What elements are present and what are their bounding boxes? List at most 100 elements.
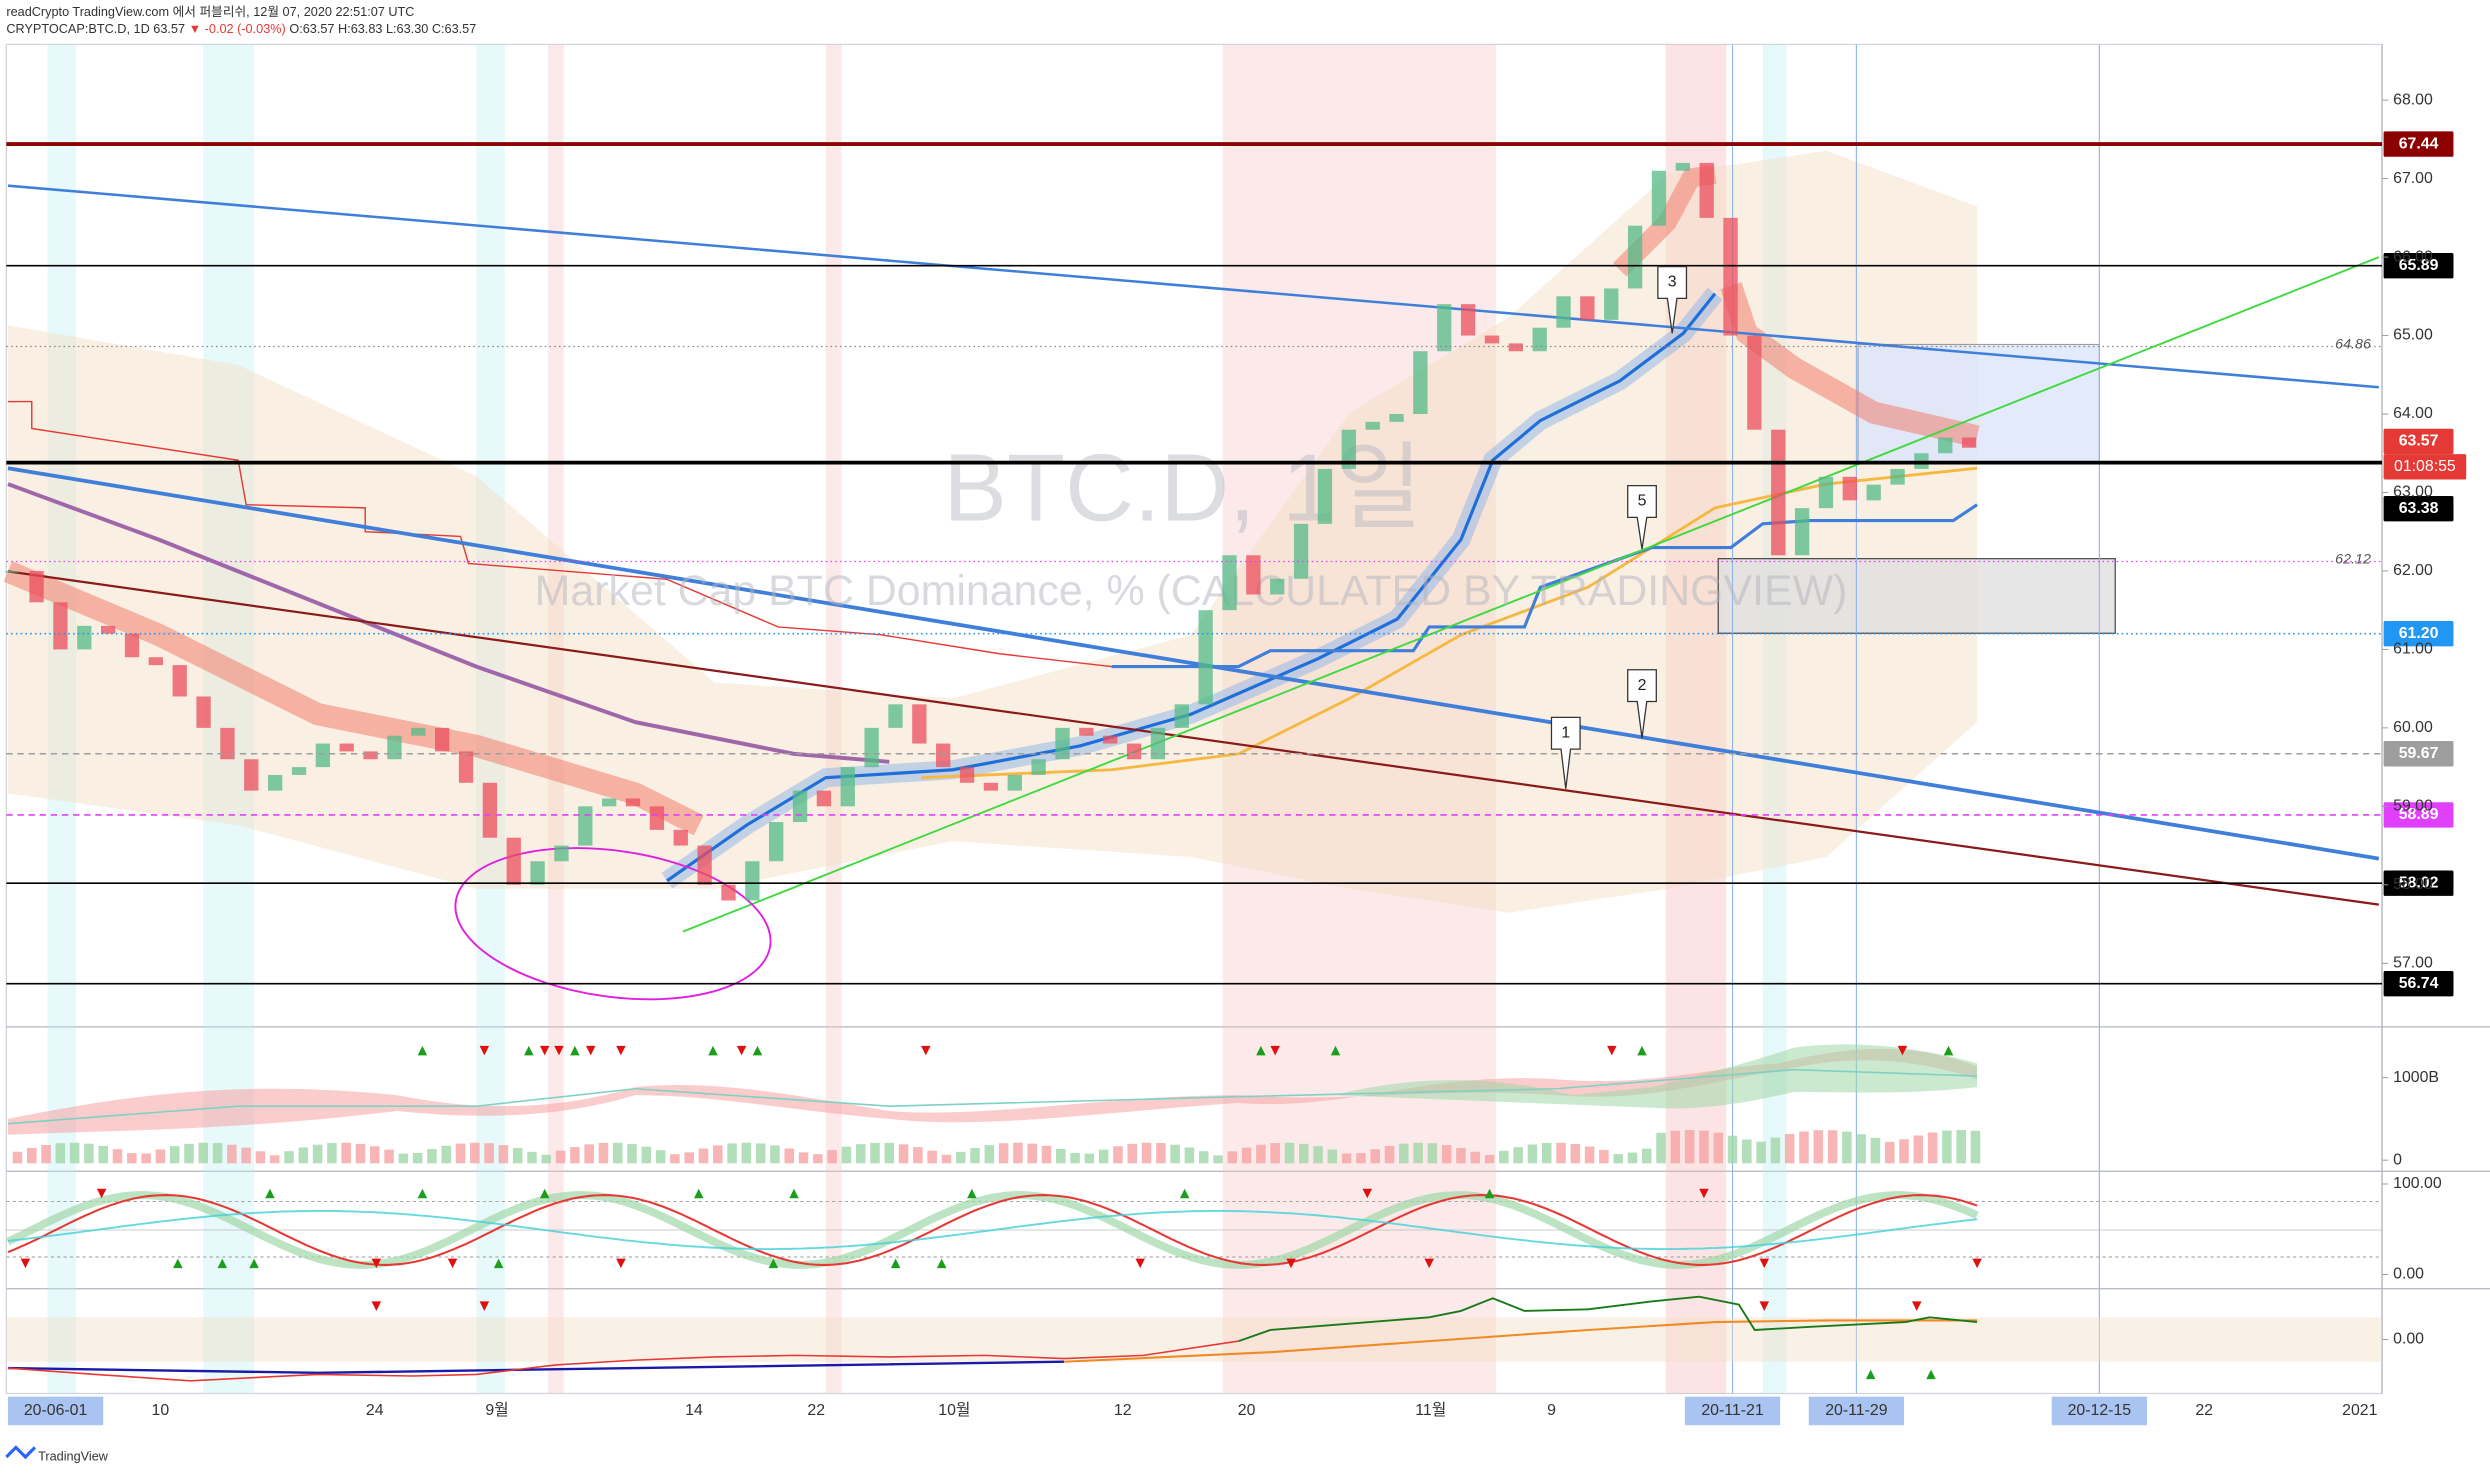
candle-body — [1842, 476, 1857, 501]
candle-body — [912, 704, 927, 744]
volume-bar — [1656, 1132, 1666, 1164]
watermark-subtitle: Market Cap BTC Dominance, % (CALCULATED … — [535, 567, 1848, 615]
x-tick-label: 12 — [1114, 1402, 1132, 1419]
candle-body — [1866, 484, 1881, 501]
volume-bar — [1899, 1139, 1909, 1164]
level-label: 58.02 — [2399, 874, 2439, 891]
signal-down — [1135, 1258, 1145, 1269]
volume-bar — [212, 1143, 223, 1164]
volume-bar — [1313, 1146, 1323, 1164]
volume-bar — [1513, 1147, 1523, 1164]
candle-body — [1556, 296, 1571, 328]
volume-bar — [813, 1154, 823, 1164]
volume-bar — [1813, 1130, 1824, 1164]
x-tick-label: 9월 — [485, 1401, 508, 1419]
volume-bar — [670, 1154, 680, 1164]
callout-shape — [1657, 265, 1688, 334]
candle-body — [363, 751, 378, 760]
volume-bar — [1241, 1147, 1252, 1164]
signal-down — [736, 1045, 747, 1056]
volume-bar — [1727, 1135, 1738, 1164]
volume-bar — [1770, 1137, 1781, 1164]
volume-bar — [841, 1146, 852, 1164]
candle-body — [244, 759, 259, 791]
volume-bar — [1141, 1142, 1152, 1164]
signal-down — [1972, 1258, 1982, 1269]
candle-body — [1723, 217, 1738, 336]
volume-bar — [1370, 1149, 1380, 1164]
candle-body — [673, 829, 688, 846]
volume-bar — [1113, 1146, 1123, 1164]
candle-body — [1246, 555, 1261, 595]
volume-bar — [155, 1149, 166, 1164]
band — [47, 44, 77, 1394]
level-label: 67.44 — [2399, 135, 2439, 152]
volume-bar — [184, 1143, 194, 1164]
volume-bar — [970, 1148, 980, 1164]
ohlc: O:63.57 H:63.83 L:63.30 C:63.57 — [289, 23, 476, 37]
volume-bar — [655, 1150, 666, 1164]
candle-body — [411, 727, 426, 736]
volume-bar — [98, 1145, 108, 1164]
band — [1222, 44, 1496, 1394]
volume-bar — [1284, 1142, 1295, 1164]
volume-bar — [1341, 1153, 1352, 1164]
volume-bar — [1684, 1130, 1695, 1164]
volume-bar — [913, 1147, 923, 1164]
y-tick-label: 58.00 — [2393, 876, 2433, 893]
volume-bar — [1670, 1130, 1681, 1164]
volume-bar — [1098, 1149, 1109, 1164]
level-label: 63.38 — [2399, 500, 2439, 517]
signal-up — [1926, 1369, 1936, 1380]
volume-bar — [1027, 1143, 1037, 1164]
highlight-ellipse — [454, 847, 772, 1001]
signal-down — [1362, 1188, 1373, 1199]
candle-body — [936, 743, 951, 768]
x-label-highlight — [1684, 1396, 1781, 1426]
candle-body — [387, 735, 402, 760]
volume-bar — [1599, 1149, 1609, 1164]
time-bands — [47, 44, 1787, 1394]
signal-up — [967, 1188, 977, 1199]
level-label-box — [2383, 621, 2454, 647]
osc-line — [7, 1210, 1978, 1250]
volume-bar — [341, 1142, 351, 1164]
x-tick-label: 22 — [807, 1402, 825, 1419]
callout-shape — [1627, 485, 1657, 550]
volume-bar — [998, 1143, 1009, 1164]
volume-bar — [1456, 1147, 1466, 1164]
volume-bar — [1913, 1135, 1924, 1164]
candle-body — [482, 782, 498, 838]
candle-body — [1747, 335, 1762, 430]
signal-down — [1911, 1301, 1922, 1311]
x-label-highlight — [7, 1396, 104, 1426]
volume-bar — [727, 1143, 737, 1164]
volume-bar — [1627, 1152, 1638, 1164]
volume-bar — [398, 1153, 409, 1164]
level-label-box — [2383, 741, 2454, 767]
candle-body — [625, 798, 641, 807]
publish-line: readCrypto TradingView.com 에서 퍼블리쉬, 12월 … — [6, 5, 414, 19]
y-axis: 57.00 58.00 59.00 60.00 61.00 62.00 63.00 64.00… — [2382, 91, 2433, 971]
pane-tick-label: 0.00 — [2393, 1266, 2424, 1283]
x-tick-label: 22 — [2195, 1402, 2213, 1419]
volume-bar — [1499, 1150, 1509, 1164]
candle-body — [721, 884, 736, 901]
signal-up — [417, 1045, 428, 1056]
volume-bar — [427, 1149, 437, 1164]
level-label-box — [2383, 131, 2454, 157]
ema-ribbon — [1720, 282, 1980, 448]
volume-bar — [1642, 1148, 1652, 1164]
brand: TradingView — [38, 1449, 109, 1463]
candle-body — [1771, 429, 1786, 556]
volume-bar — [1070, 1152, 1080, 1164]
candle-body — [196, 696, 211, 728]
signal-up — [752, 1045, 763, 1056]
signal-up — [768, 1258, 779, 1269]
volume-bar — [927, 1150, 937, 1164]
volume-bar — [412, 1152, 423, 1164]
callout-label: 1 — [1561, 724, 1570, 741]
volume-bar — [484, 1143, 494, 1164]
candle-body — [1675, 162, 1690, 171]
